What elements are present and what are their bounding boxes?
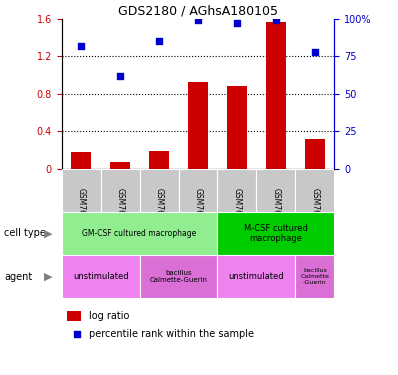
Bar <box>71 152 91 169</box>
Point <box>78 43 84 49</box>
Text: agent: agent <box>4 272 32 282</box>
Text: GSM76897: GSM76897 <box>154 188 164 230</box>
Bar <box>140 169 179 212</box>
Point <box>74 331 80 337</box>
Point <box>312 49 318 55</box>
Text: ▶: ▶ <box>43 272 52 282</box>
Bar <box>188 82 208 169</box>
Bar <box>62 255 140 298</box>
Text: GSM76898: GSM76898 <box>232 188 242 230</box>
Bar <box>101 169 140 212</box>
Bar <box>295 169 334 212</box>
Bar <box>62 212 217 255</box>
Bar <box>67 311 81 321</box>
Title: GDS2180 / AGhsA180105: GDS2180 / AGhsA180105 <box>118 4 278 18</box>
Text: GSM76902: GSM76902 <box>193 188 203 230</box>
Bar <box>256 169 295 212</box>
Text: log ratio: log ratio <box>89 311 129 321</box>
Point <box>156 38 162 44</box>
Text: GM-CSF cultured macrophage: GM-CSF cultured macrophage <box>82 229 197 238</box>
Text: GSM76899: GSM76899 <box>310 188 319 230</box>
Bar <box>266 21 286 169</box>
Text: GSM76894: GSM76894 <box>77 188 86 230</box>
Text: unstimulated: unstimulated <box>228 272 284 281</box>
Bar <box>227 86 247 169</box>
Bar <box>62 169 101 212</box>
Text: percentile rank within the sample: percentile rank within the sample <box>89 329 254 339</box>
Text: M-CSF cultured
macrophage: M-CSF cultured macrophage <box>244 224 308 243</box>
Point <box>117 73 123 79</box>
Bar <box>305 139 325 169</box>
Point <box>234 20 240 26</box>
Text: GSM76903: GSM76903 <box>271 188 281 230</box>
Bar <box>110 162 130 169</box>
Text: unstimulated: unstimulated <box>73 272 129 281</box>
Bar <box>217 212 334 255</box>
Bar <box>140 255 217 298</box>
Bar <box>217 255 295 298</box>
Point <box>195 17 201 23</box>
Bar <box>149 151 169 169</box>
Bar <box>217 169 256 212</box>
Text: GSM76900: GSM76900 <box>115 188 125 230</box>
Text: ▶: ▶ <box>43 228 52 238</box>
Text: bacillus
Calmette-Guerin: bacillus Calmette-Guerin <box>150 270 207 283</box>
Point <box>273 17 279 23</box>
Text: cell type: cell type <box>4 228 46 238</box>
Text: bacillus
Calmette
-Guerin: bacillus Calmette -Guerin <box>300 268 329 285</box>
Bar <box>179 169 217 212</box>
Bar <box>295 255 334 298</box>
